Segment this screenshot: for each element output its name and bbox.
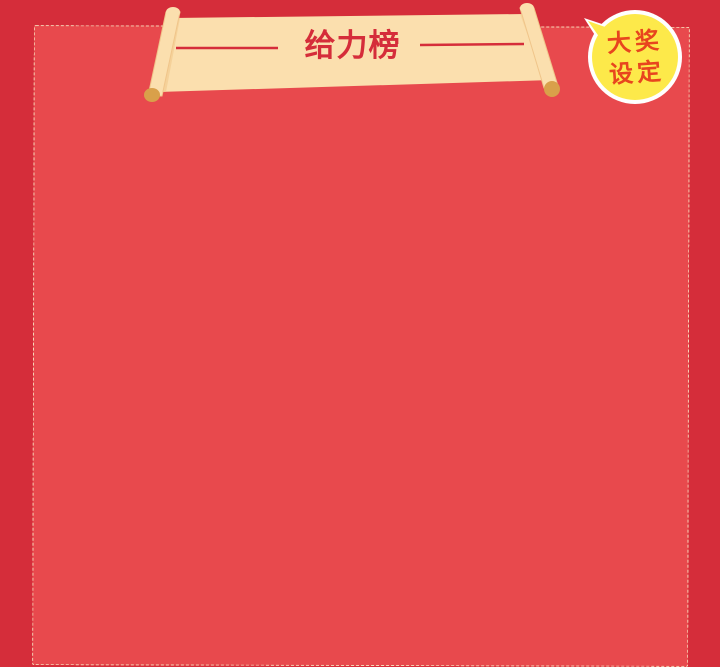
page-title: 给力榜 xyxy=(304,28,401,64)
speech-bubble-badge-icon xyxy=(584,10,682,104)
main-panel xyxy=(32,25,690,667)
scroll-banner-icon xyxy=(144,3,560,102)
title-banner: 给力榜 xyxy=(140,0,565,110)
badge-label: 大奖 设定 xyxy=(584,23,688,92)
grand-prize-badge[interactable]: 大奖 设定 xyxy=(578,4,688,108)
